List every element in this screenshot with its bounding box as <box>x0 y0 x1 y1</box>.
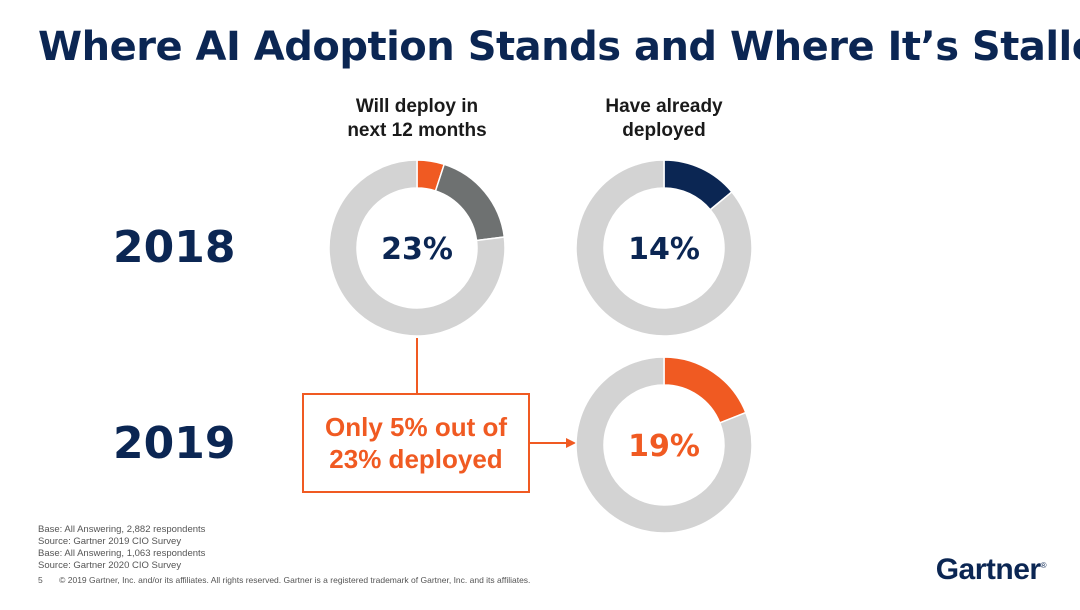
page-number: 5 <box>38 575 43 585</box>
page-title: Where AI Adoption Stands and Where It’s … <box>38 24 1080 70</box>
donut-slice-will-deploy <box>434 163 506 242</box>
logo-text: Gartner <box>935 553 1041 586</box>
callout-line: 23% deployed <box>329 444 503 474</box>
callout-box: Only 5% out of 23% deployed <box>302 393 530 493</box>
column-header-line: deployed <box>622 120 706 141</box>
footnote: Source: Gartner 2020 CIO Survey <box>38 560 182 571</box>
callout-line: Only 5% out of <box>325 412 507 442</box>
donut-center-label: 23% <box>381 232 453 267</box>
donut-center-label: 19% <box>628 429 700 464</box>
donut-slice-rest <box>575 356 753 534</box>
column-header-line: Have already <box>605 96 723 117</box>
footnote: Base: All Answering, 1,063 respondents <box>38 548 206 559</box>
logo-dot: ® <box>1040 561 1047 570</box>
footer: 5 © 2019 Gartner, Inc. and/or its affili… <box>38 575 530 585</box>
donut-slice-deployed <box>663 356 747 424</box>
year-label-2018: 2018 <box>113 222 236 273</box>
donut-slice-rest <box>328 159 506 337</box>
footnotes: Base: All Answering, 2,882 respondents S… <box>38 524 205 572</box>
column-header-will-deploy: Will deploy in next 12 months <box>307 95 527 143</box>
donut-slice-rest <box>575 159 753 337</box>
gartner-logo: Gartner® <box>935 553 1047 587</box>
copyright: © 2019 Gartner, Inc. and/or its affiliat… <box>59 575 531 585</box>
footnote: Base: All Answering, 2,882 respondents <box>38 524 206 535</box>
column-header-line: next 12 months <box>347 120 487 141</box>
year-label-2019: 2019 <box>113 418 236 469</box>
column-header-line: Will deploy in <box>355 96 479 117</box>
footnote: Source: Gartner 2019 CIO Survey <box>38 536 182 547</box>
donut-center-label: 14% <box>628 232 700 267</box>
column-header-already-deployed: Have already deployed <box>554 95 774 143</box>
